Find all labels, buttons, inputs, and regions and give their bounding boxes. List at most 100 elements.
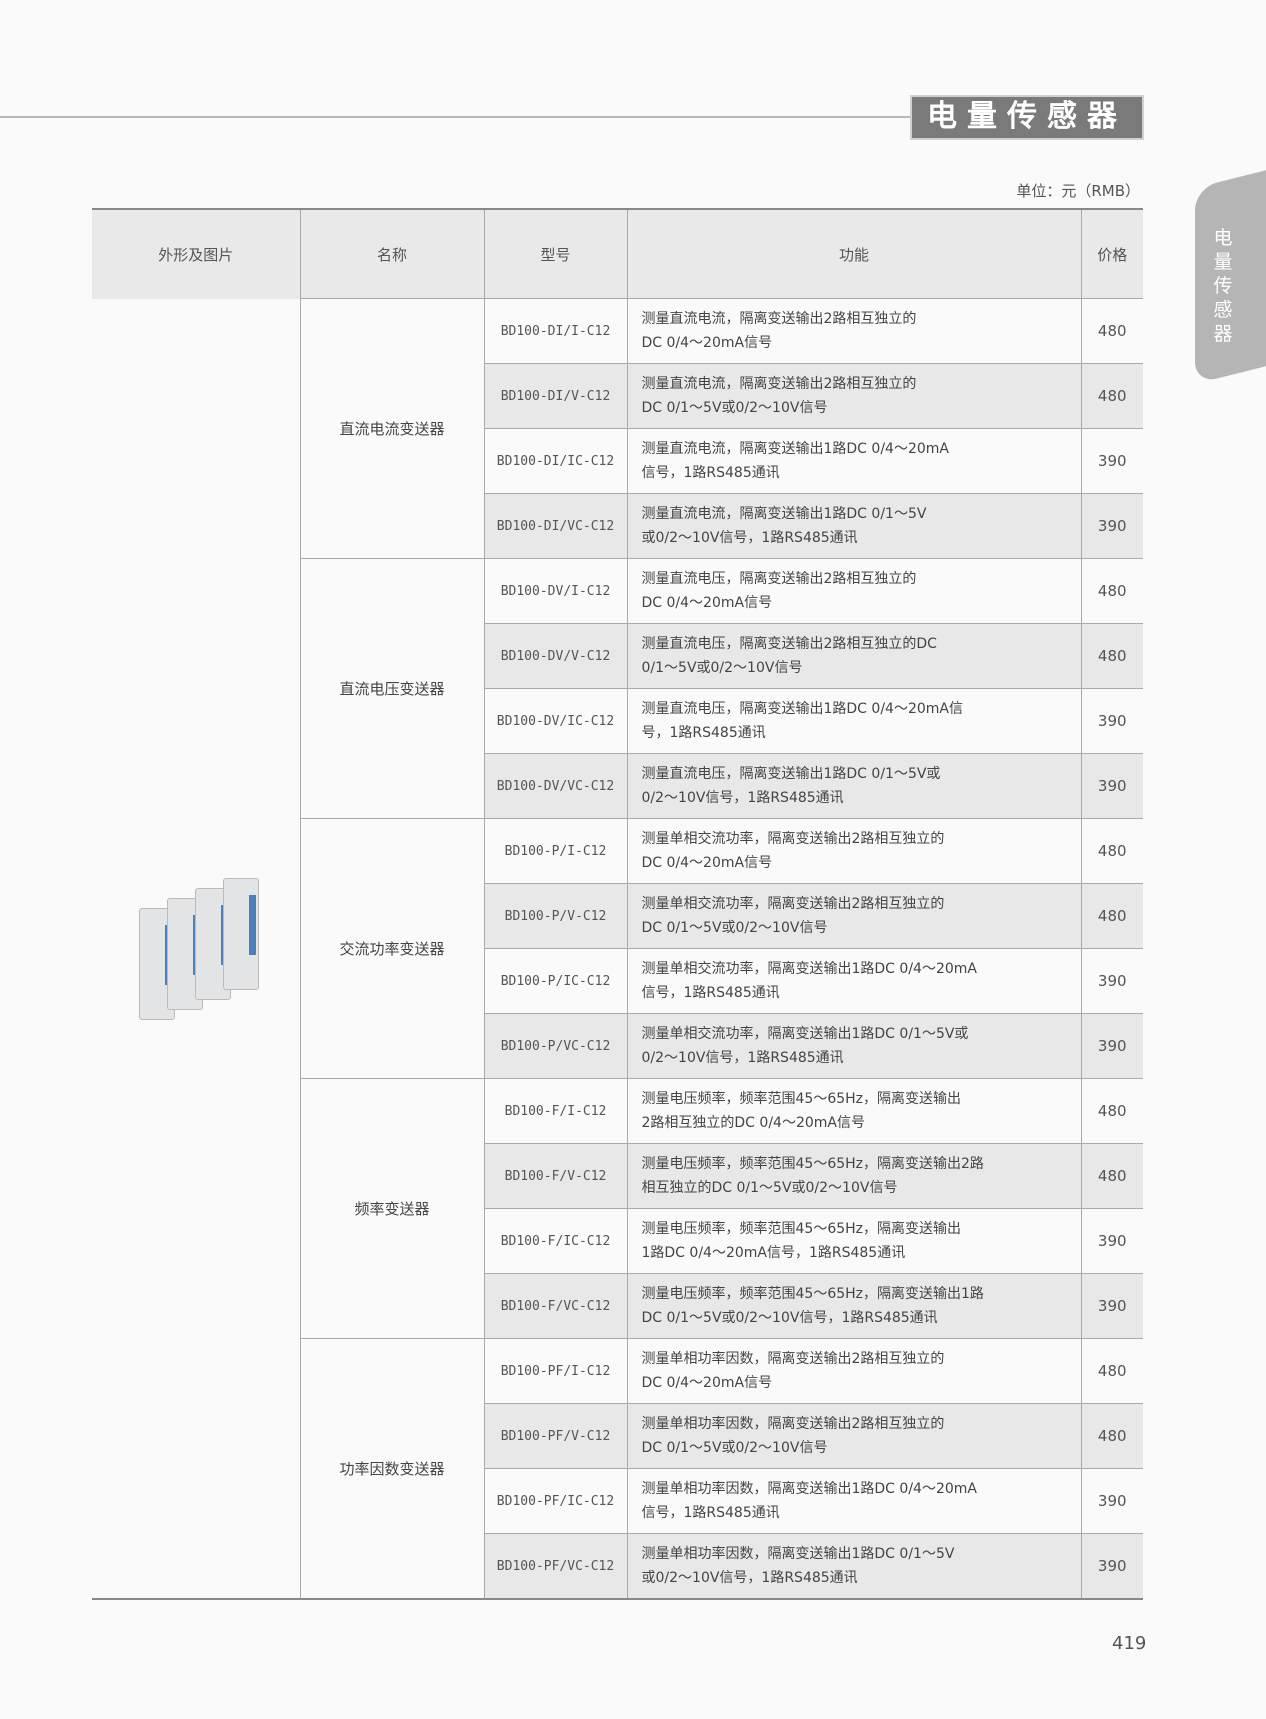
function-description: 测量直流电压，隔离变送输出2路相互独立的DC 0/1～5V或0/2～10V信号 [626, 623, 1081, 689]
col-header-image: 外形及图片 [92, 209, 300, 299]
table-row: BD100-DI/IC-C12 测量直流电流，隔离变送输出1路DC 0/4～20m… [92, 428, 1143, 494]
table-header: 外形及图片 名称 型号 功能 价格 [92, 209, 1143, 299]
function-line: 1路DC 0/4～20mA信号，1路RS485通讯 [641, 1245, 906, 1261]
function-line: 测量单相交流功率，隔离变送输出2路相互独立的 [641, 896, 945, 912]
model-number: BD100-P/VC-C12 [483, 1013, 627, 1079]
table-row: BD100-P/VC-C12 测量单相交流功率，隔离变送输出1路DC 0/1～5V… [92, 1013, 1143, 1079]
side-tab-label: 电量传感器 [1213, 227, 1233, 345]
function-description: 测量电压频率，频率范围45～65Hz，隔离变送输出 2路相互独立的DC 0/4～2… [626, 1078, 1081, 1144]
table-row: BD100-PF/IC-C12 测量单相功率因数，隔离变送输出1路DC 0/4～2… [92, 1468, 1143, 1534]
function-description: 测量单相交流功率，隔离变送输出1路DC 0/1～5V或 0/2～10V信号，1路R… [626, 1013, 1081, 1079]
model-number: BD100-DI/I-C12 [483, 298, 627, 364]
transmitter-module [222, 878, 259, 991]
function-line: DC 0/1～5V或0/2～10V信号，1路RS485通讯 [641, 1310, 938, 1326]
col-header-name: 名称 [299, 209, 484, 299]
function-description: 测量单相交流功率，隔离变送输出2路相互独立的 DC 0/1～5V或0/2～10V信… [626, 883, 1081, 949]
price: 480 [1080, 818, 1143, 884]
product-name: 交流功率变送器 [299, 818, 484, 1079]
table-row: 频率变送器 BD100-F/I-C12 测量电压频率，频率范围45～65Hz，隔离变… [92, 1078, 1143, 1339]
function-line: DC 0/1～5V或0/2～10V信号 [641, 920, 828, 936]
function-line: 测量单相功率因数，隔离变送输出1路DC 0/1～5V [641, 1546, 955, 1562]
model-number: BD100-DV/VC-C12 [483, 753, 627, 819]
function-description: 测量单相功率因数，隔离变送输出2路相互独立的 DC 0/4～20mA信号 [626, 1338, 1081, 1404]
function-line: 号，1路RS485通讯 [641, 725, 766, 741]
price: 480 [1080, 363, 1143, 429]
function-line: 信号，1路RS485通讯 [641, 1505, 780, 1521]
table-row: BD100-PF/VC-C12 测量单相功率因数，隔离变送输出1路DC 0/1～5… [92, 1533, 1143, 1599]
model-number: BD100-DV/I-C12 [483, 558, 627, 624]
function-line: DC 0/4～20mA信号 [641, 1375, 773, 1391]
table-row: BD100-F/VC-C12 测量电压频率，频率范围45～65Hz，隔离变送输出1… [92, 1273, 1143, 1339]
function-line: 测量直流电流，隔离变送输出1路DC 0/1～5V [641, 506, 927, 522]
price: 390 [1080, 1533, 1143, 1599]
model-number: BD100-F/I-C12 [483, 1078, 627, 1144]
price: 390 [1080, 1208, 1143, 1274]
model-number: BD100-DV/V-C12 [483, 623, 627, 689]
price: 480 [1080, 1403, 1143, 1469]
col-header-model: 型号 [483, 209, 627, 299]
table-row: BD100-F/IC-C12 测量电压频率，频率范围45～65Hz，隔离变送输出 1… [92, 1208, 1143, 1274]
function-line: 0/1～5V或0/2～10V信号 [641, 660, 803, 676]
model-number: BD100-DI/VC-C12 [483, 493, 627, 559]
function-line: DC 0/4～20mA信号 [641, 595, 773, 611]
product-name: 频率变送器 [299, 1078, 484, 1339]
price: 390 [1080, 1013, 1143, 1079]
model-number: BD100-DI/V-C12 [483, 363, 627, 429]
function-description: 测量单相功率因数，隔离变送输出2路相互独立的 DC 0/1～5V或0/2～10V信… [626, 1403, 1081, 1469]
header-rule [0, 116, 910, 118]
function-line: 信号，1路RS485通讯 [641, 465, 780, 481]
function-line: 测量直流电流，隔离变送输出1路DC 0/4～20mA [641, 441, 949, 457]
model-number: BD100-PF/I-C12 [483, 1338, 627, 1404]
function-line: 0/2～10V信号，1路RS485通讯 [641, 1050, 844, 1066]
function-line: DC 0/4～20mA信号 [641, 335, 773, 351]
function-line: 测量直流电压，隔离变送输出2路相互独立的DC [641, 636, 937, 652]
model-number: BD100-DV/IC-C12 [483, 688, 627, 754]
price: 480 [1080, 1338, 1143, 1404]
function-line: 测量电压频率，频率范围45～65Hz，隔离变送输出1路 [641, 1286, 984, 1302]
model-number: BD100-P/V-C12 [483, 883, 627, 949]
table-row: BD100-F/V-C12 测量电压频率，频率范围45～65Hz，隔离变送输出2路… [92, 1143, 1143, 1209]
function-description: 测量电压频率，频率范围45～65Hz，隔离变送输出2路 相互独立的DC 0/1～5… [626, 1143, 1081, 1209]
function-description: 测量直流电流，隔离变送输出1路DC 0/4～20mA 信号，1路RS485通讯 [626, 428, 1081, 494]
product-name: 直流电流变送器 [299, 298, 484, 559]
model-number: BD100-PF/VC-C12 [483, 1533, 627, 1599]
col-header-function: 功能 [626, 209, 1081, 299]
price: 390 [1080, 753, 1143, 819]
table-row: 交流功率变送器 BD100-P/I-C12 测量单相交流功率，隔离变送输出2路相互独… [92, 818, 1143, 1079]
price: 480 [1080, 1143, 1143, 1209]
function-line: 或0/2～10V信号，1路RS485通讯 [641, 530, 858, 546]
function-description: 测量单相功率因数，隔离变送输出1路DC 0/1～5V 或0/2～10V信号，1路R… [626, 1533, 1081, 1599]
model-number: BD100-DI/IC-C12 [483, 428, 627, 494]
price: 480 [1080, 558, 1143, 624]
function-line: 测量直流电流，隔离变送输出2路相互独立的 [641, 376, 917, 392]
function-description: 测量电压频率，频率范围45～65Hz，隔离变送输出 1路DC 0/4～20mA信号… [626, 1208, 1081, 1274]
price: 480 [1080, 1078, 1143, 1144]
function-line: 0/2～10V信号，1路RS485通讯 [641, 790, 844, 806]
table-row: BD100-P/IC-C12 测量单相交流功率，隔离变送输出1路DC 0/4～20… [92, 948, 1143, 1014]
price-table: 外形及图片 名称 型号 功能 价格 直流电流变送器 BD100-DI/I-C12 测… [92, 208, 1143, 1600]
price: 480 [1080, 298, 1143, 364]
product-image [129, 878, 263, 1021]
model-number: BD100-F/VC-C12 [483, 1273, 627, 1339]
function-description: 测量单相交流功率，隔离变送输出1路DC 0/4～20mA 信号，1路RS485通讯 [626, 948, 1081, 1014]
function-description: 测量直流电压，隔离变送输出1路DC 0/4～20mA信 号，1路RS485通讯 [626, 688, 1081, 754]
function-line: DC 0/4～20mA信号 [641, 855, 773, 871]
function-line: 测量电压频率，频率范围45～65Hz，隔离变送输出2路 [641, 1156, 984, 1172]
table-row: 直流电压变送器 BD100-DV/I-C12 测量直流电压，隔离变送输出2路相互独立… [92, 558, 1143, 819]
table-row: 直流电流变送器 BD100-DI/I-C12 测量直流电流，隔离变送输出2路相互独立… [92, 298, 1143, 1599]
function-description: 测量单相交流功率，隔离变送输出2路相互独立的 DC 0/4～20mA信号 [626, 818, 1081, 884]
function-line: 信号，1路RS485通讯 [641, 985, 780, 1001]
price: 390 [1080, 948, 1143, 1014]
function-description: 测量直流电压，隔离变送输出1路DC 0/1～5V或 0/2～10V信号，1路RS4… [626, 753, 1081, 819]
price: 390 [1080, 493, 1143, 559]
function-line: 测量直流电压，隔离变送输出1路DC 0/4～20mA信 [641, 701, 963, 717]
price: 390 [1080, 688, 1143, 754]
function-line: 相互独立的DC 0/1～5V或0/2～10V信号 [641, 1180, 898, 1196]
col-header-price: 价格 [1080, 209, 1143, 299]
table-row: BD100-DI/VC-C12 测量直流电流，隔离变送输出1路DC 0/1～5V 或… [92, 493, 1143, 559]
function-description: 测量直流电流，隔离变送输出2路相互独立的 DC 0/1～5V或0/2～10V信号 [626, 363, 1081, 429]
function-line: 测量单相交流功率，隔离变送输出2路相互独立的 [641, 831, 945, 847]
function-line: 测量单相功率因数，隔离变送输出2路相互独立的 [641, 1416, 945, 1432]
model-number: BD100-P/I-C12 [483, 818, 627, 884]
function-line: 测量直流电压，隔离变送输出1路DC 0/1～5V或 [641, 766, 941, 782]
